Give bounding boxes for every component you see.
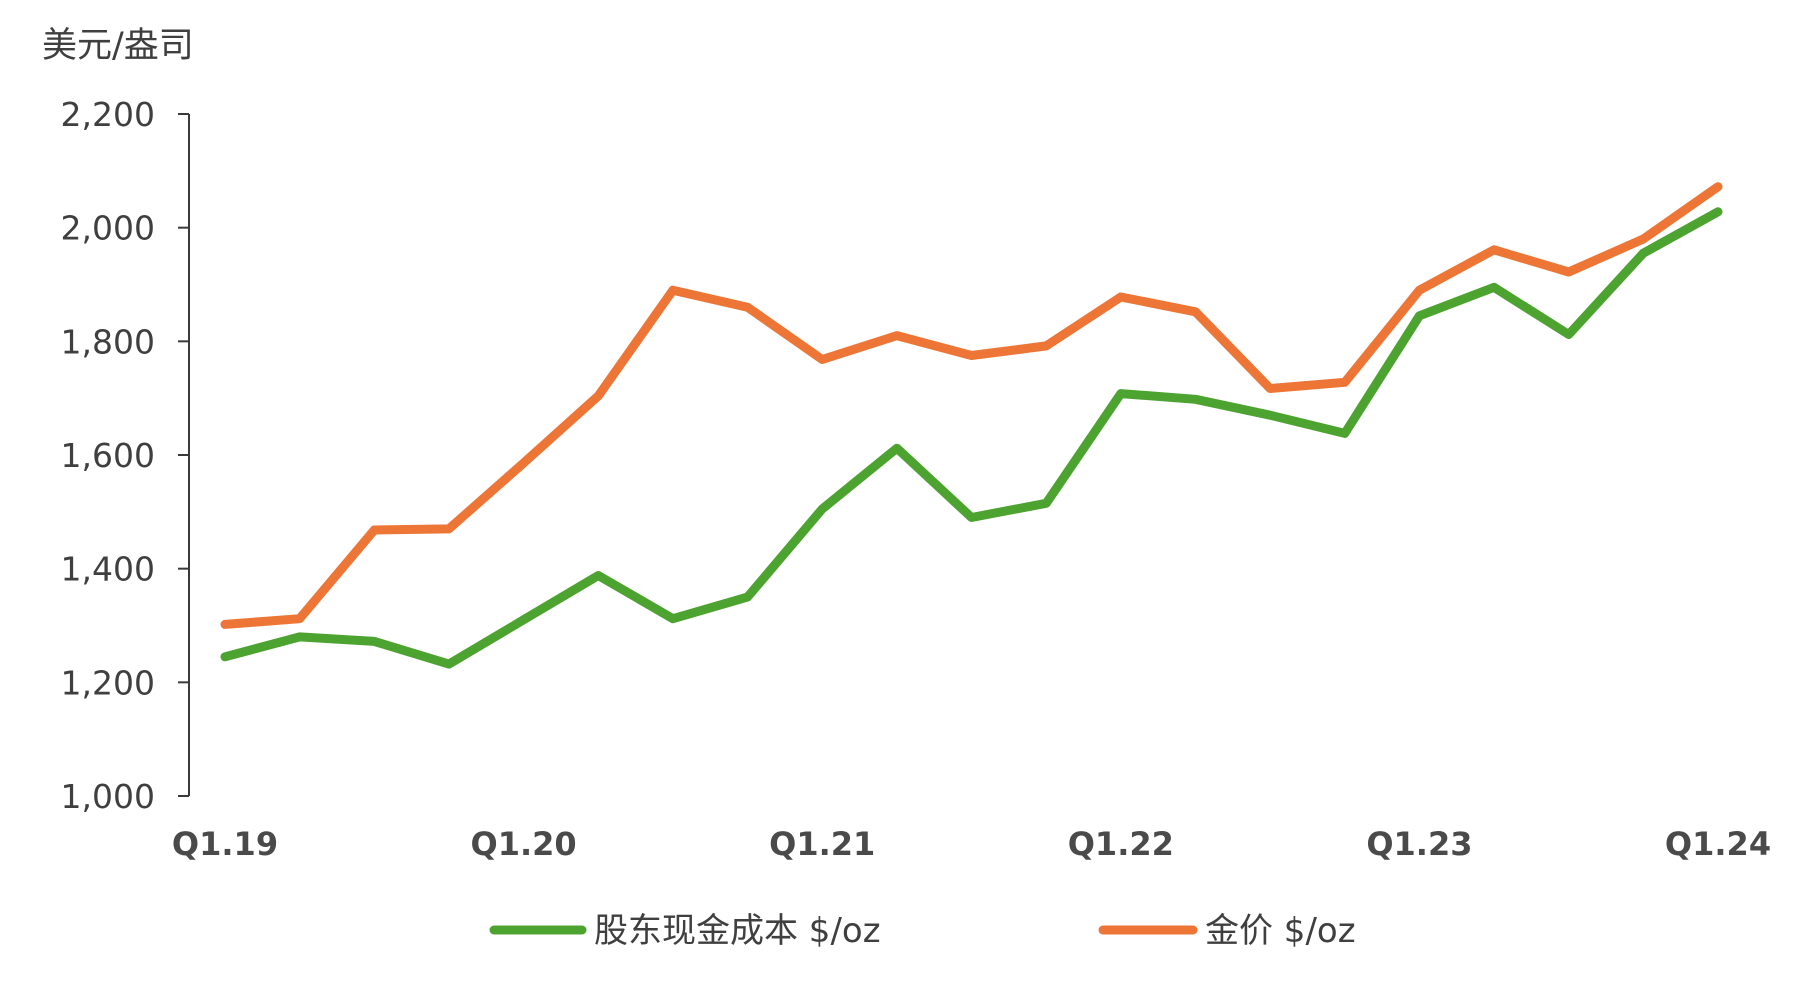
legend: 股东现金成本 $/oz 金价 $/oz xyxy=(489,911,1356,951)
y-tick-label: 1,200 xyxy=(61,663,155,702)
x-axis-ticks: Q1.19 Q1.20 Q1.21 Q1.22 Q1.23 Q1.24 xyxy=(172,825,1771,863)
series-line-1 xyxy=(220,182,1723,629)
y-tick-label: 2,000 xyxy=(61,209,155,248)
x-tick-label: Q1.20 xyxy=(471,825,577,863)
y-axis-unit-label: 美元/盎司 xyxy=(42,26,194,66)
series-line-0 xyxy=(220,207,1723,669)
y-tick-label: 1,400 xyxy=(61,550,155,589)
y-axis-ticks: 1,000 1,200 1,400 1,600 1,800 2,000 2,200 xyxy=(61,95,189,816)
y-tick-label: 1,600 xyxy=(61,436,155,475)
x-tick-label: Q1.24 xyxy=(1665,825,1771,863)
x-tick-label: Q1.21 xyxy=(769,825,875,863)
x-tick-label: Q1.22 xyxy=(1068,825,1174,863)
legend-label-1: 金价 $/oz xyxy=(1205,911,1356,951)
y-tick-label: 1,800 xyxy=(61,322,155,361)
y-tick-label: 1,000 xyxy=(61,777,155,816)
series-lines xyxy=(220,182,1723,669)
legend-label-0: 股东现金成本 $/oz xyxy=(594,911,881,951)
x-tick-label: Q1.19 xyxy=(172,825,278,863)
x-tick-label: Q1.23 xyxy=(1366,825,1472,863)
y-tick-label: 2,200 xyxy=(61,95,155,134)
